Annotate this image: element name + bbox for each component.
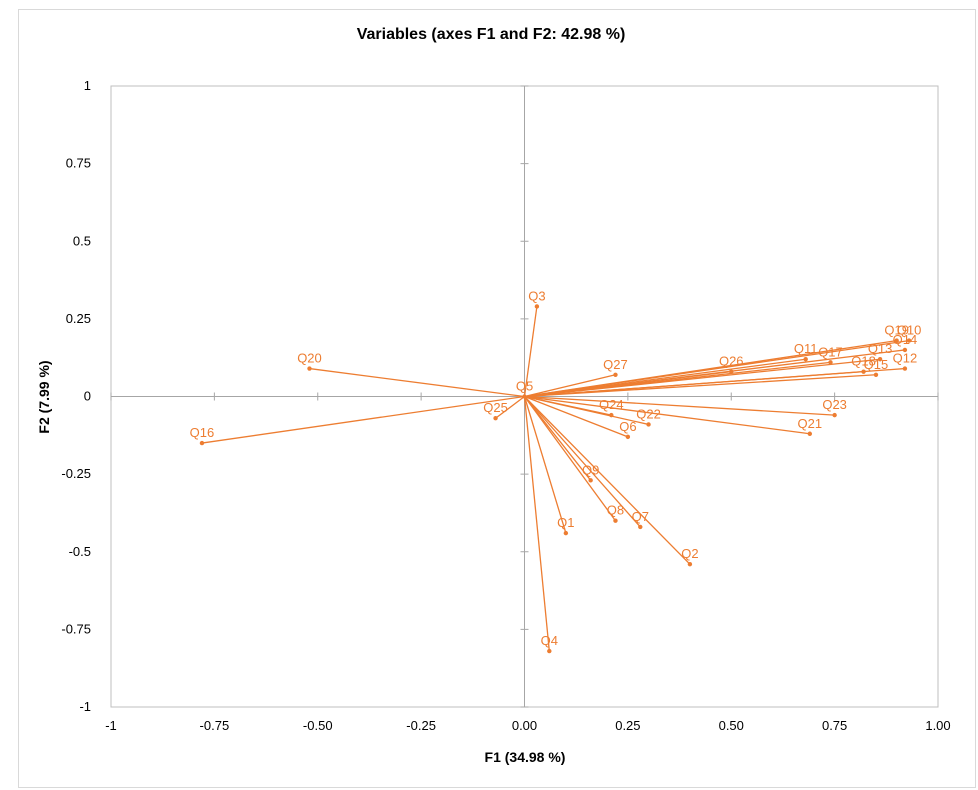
y-tick-label: -1 [79,699,91,714]
x-tick-label: 0.50 [719,718,744,733]
vector-q23 [524,395,835,416]
x-tick-label: 0.00 [512,718,537,733]
x-tick-label: -0.50 [303,718,333,733]
label-q19: Q19 [884,323,909,338]
point-q9 [588,478,593,483]
vector-q27 [524,374,616,398]
label-q22: Q22 [636,406,661,421]
label-q7: Q7 [632,509,649,524]
x-tick-label: -1 [105,718,117,733]
point-q4 [547,648,552,654]
y-tick-label: 0.5 [73,233,91,248]
vector-q16 [201,395,525,444]
vector-q21 [524,395,810,435]
vector-q18 [524,371,864,398]
vector-q25 [495,395,525,419]
label-q10: Q10 [897,323,922,338]
label-q21: Q21 [798,416,823,431]
label-q8: Q8 [607,503,624,518]
label-q2: Q2 [681,546,698,561]
y-tick-label: 0.25 [66,311,91,326]
point-q12 [902,366,908,371]
vector-q4 [523,396,550,652]
point-q8 [613,518,618,523]
point-q21 [807,431,813,436]
tick-labels: -1 -0.75 -0.50 -0.25 0.00 0.25 0.50 0.75 1.0010.… [61,78,950,733]
label-q15: Q15 [864,357,889,372]
label-q11: Q11 [794,341,818,356]
point-q26 [729,369,734,374]
y-tick-label: -0.5 [69,544,91,559]
correlation-circle-chart: Variables (axes F1 and F2: 42.98 %) -1 -0… [36,26,951,765]
point-q14 [902,347,908,353]
x-tick-label: -0.25 [406,718,436,733]
point-q13 [877,357,883,362]
point-q11 [803,357,808,362]
point-q15 [873,372,879,377]
y-tick-label: -0.25 [61,466,91,481]
point-q7 [638,524,643,530]
label-q4: Q4 [541,633,558,648]
point-q1 [563,530,569,536]
label-q17: Q17 [818,344,843,359]
x-tick-label: 1.00 [925,718,950,733]
point-q10 [906,338,912,343]
label-q24: Q24 [599,397,624,412]
label-q5: Q5 [516,379,533,394]
label-q27: Q27 [603,357,628,372]
label-q23: Q23 [822,397,847,412]
point-q2 [687,561,693,567]
label-q3: Q3 [528,288,545,303]
label-q12: Q12 [893,351,918,366]
point-q18 [861,369,866,374]
label-q9: Q9 [582,462,599,477]
x-tick-label: 0.75 [822,718,847,733]
point-q22 [646,422,651,427]
y-tick-label: 0.75 [66,156,91,171]
point-q27 [613,372,618,377]
variable-vectors [199,304,912,654]
y-axis-title: F2 (7.99 %) [36,360,52,433]
vector-q6 [524,395,629,438]
vector-q26 [524,371,732,398]
chart-frame: Variables (axes F1 and F2: 42.98 %) -1 -0… [18,9,976,788]
vector-q2 [524,396,691,565]
x-tick-label: 0.25 [615,718,640,733]
vector-q1 [523,396,567,534]
label-q16: Q16 [190,425,215,440]
label-q20: Q20 [297,351,322,366]
label-q26: Q26 [719,354,744,369]
point-q24 [609,412,614,418]
label-q6: Q6 [619,419,636,434]
vector-q3 [523,306,538,397]
point-q3 [534,304,540,309]
point-q6 [625,434,631,440]
vector-q9 [523,396,592,481]
point-q17 [828,360,833,365]
y-tick-label: 0 [84,389,91,404]
point-q19 [894,338,899,343]
label-q14: Q14 [893,332,918,347]
vector-q8 [523,396,616,522]
x-axis-title: F1 (34.98 %) [485,749,566,765]
vector-q20 [309,367,525,398]
x-tick-label: -0.75 [200,718,230,733]
point-q16 [199,440,205,446]
vector-q24 [524,395,612,416]
label-q25: Q25 [483,400,508,415]
y-tick-label: -0.75 [61,621,91,636]
vector-q19 [524,339,897,398]
point-q20 [307,366,312,371]
vector-q7 [524,396,641,528]
label-q18: Q18 [851,354,876,369]
chart-title: Variables (axes F1 and F2: 42.98 %) [357,26,626,43]
point-q23 [832,412,837,418]
y-tick-label: 1 [84,78,91,93]
label-q1: Q1 [557,515,574,530]
label-q13: Q13 [868,341,893,356]
point-q25 [493,416,498,421]
vector-q15 [524,374,877,398]
